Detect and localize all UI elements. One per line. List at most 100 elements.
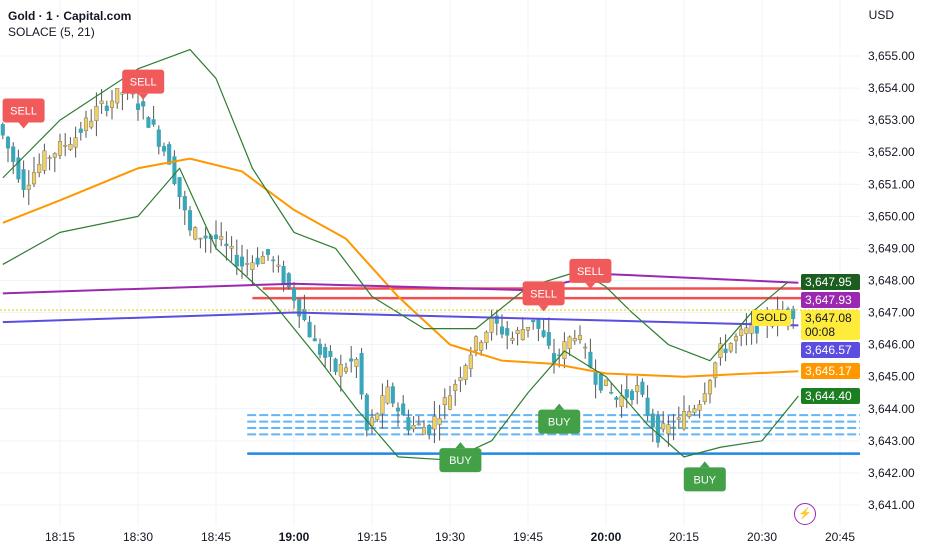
candle: [83, 110, 89, 138]
candle-body: [572, 338, 577, 342]
candle-body: [598, 373, 603, 391]
candle: [333, 357, 338, 376]
candle: [11, 142, 16, 175]
candle: [380, 383, 385, 429]
candle-body: [5, 136, 11, 149]
candle-body: [73, 137, 78, 148]
candle-body: [224, 243, 229, 247]
candle-body: [135, 103, 141, 110]
y-tick-label: 3,646.00: [868, 338, 915, 352]
candle: [78, 121, 83, 141]
signal-box: [122, 69, 165, 94]
candle: [463, 363, 468, 385]
candle: [26, 170, 31, 206]
candle-body: [629, 390, 635, 400]
candle: [650, 408, 655, 443]
candle: [21, 160, 26, 198]
candle-body: [723, 348, 728, 353]
candle: [567, 335, 572, 356]
candle-body: [375, 413, 380, 421]
y-tick-label: 3,653.00: [868, 113, 915, 127]
candle: [733, 333, 739, 354]
currency-label[interactable]: USD: [868, 8, 894, 22]
candle-body: [182, 196, 187, 211]
candle-body: [177, 177, 182, 198]
candle: [494, 310, 499, 336]
candle: [666, 415, 671, 447]
candle: [250, 255, 255, 286]
candle-body: [203, 235, 208, 239]
y-tick-label: 3,647.00: [868, 306, 915, 320]
candle-body: [437, 418, 442, 425]
candle: [707, 379, 713, 404]
candle: [177, 177, 182, 209]
candle-body: [0, 124, 5, 136]
candle-body: [26, 184, 31, 190]
candle: [510, 331, 515, 345]
candle: [255, 247, 260, 267]
candle: [655, 410, 661, 448]
price-tag: 3,646.57: [801, 342, 860, 359]
candle-body: [603, 379, 609, 386]
candle: [109, 90, 115, 120]
candle: [697, 400, 702, 419]
candle: [562, 332, 567, 369]
candle-body: [297, 298, 302, 317]
candle-body: [510, 338, 515, 341]
candle: [302, 294, 307, 322]
indicator-label[interactable]: SOLACE (5, 21): [8, 25, 95, 39]
y-tick-label: 3,641.00: [868, 498, 915, 512]
candle-body: [380, 395, 385, 415]
y-tick-label: 3,648.00: [868, 273, 915, 287]
candle-body: [681, 411, 687, 430]
signal-box: [522, 281, 565, 306]
candle-body: [505, 328, 510, 336]
candle: [640, 378, 645, 398]
x-tick-label: 19:45: [513, 530, 543, 544]
candle: [63, 133, 68, 157]
candle: [89, 109, 94, 130]
candle: [343, 362, 349, 375]
candle-body: [359, 353, 364, 395]
candle: [515, 327, 520, 346]
candle: [453, 379, 458, 406]
price-tag: 3,644.40: [801, 387, 860, 404]
candle-body: [271, 259, 276, 262]
candle: [135, 92, 141, 121]
candle: [73, 126, 78, 158]
candle: [156, 125, 161, 155]
candle: [245, 249, 250, 276]
candle-body: [52, 153, 57, 158]
candle-body: [229, 246, 234, 249]
candle-body: [562, 341, 567, 359]
candle-body: [245, 263, 250, 265]
candle-body: [676, 417, 681, 420]
signal-arrow-icon: [585, 282, 596, 289]
candle-body: [395, 407, 401, 412]
candle: [442, 388, 447, 420]
ma-indigo-line: [2, 311, 799, 327]
candle: [198, 237, 203, 249]
candle-body: [307, 321, 312, 338]
candle: [104, 100, 109, 117]
buy-signal: BUY: [683, 461, 726, 492]
candle: [536, 319, 541, 342]
lightning-icon[interactable]: ⚡: [794, 503, 816, 525]
signal-label: SELL: [577, 266, 604, 278]
candle-body: [666, 424, 671, 434]
candle: [229, 236, 234, 262]
candle: [645, 385, 650, 421]
price-tag: 3,647.93: [801, 292, 860, 309]
candle-body: [390, 386, 395, 404]
ma-orange-line: [2, 157, 799, 378]
signal-label: SELL: [130, 77, 157, 89]
candle-body: [577, 335, 583, 341]
y-tick-label: 3,650.00: [868, 209, 915, 223]
candle: [42, 143, 47, 175]
signal-box: [2, 98, 45, 123]
candle-body: [713, 362, 718, 379]
candle-body: [655, 415, 661, 443]
candle: [260, 251, 265, 264]
candle-body: [333, 358, 338, 372]
